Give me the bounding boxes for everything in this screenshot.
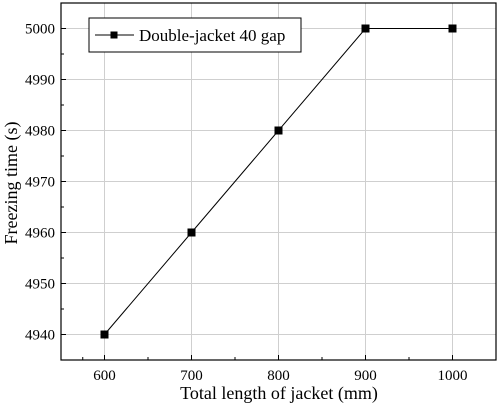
legend-label: Double-jacket 40 gap (139, 26, 285, 45)
y-axis-title: Freezing time (s) (1, 122, 22, 245)
y-tick-label: 4980 (25, 124, 55, 140)
grid-lines (61, 3, 496, 360)
data-point-marker (361, 24, 370, 33)
x-axis-title: Total length of jacket (mm) (180, 383, 378, 404)
data-point-marker (448, 24, 457, 33)
axis-ticks (61, 28, 453, 360)
data-point-marker (100, 330, 109, 339)
data-point-marker (187, 228, 196, 237)
y-tick-label: 4970 (25, 175, 55, 191)
y-tick-label: 5000 (25, 22, 55, 38)
x-tick-labels: 600 700 800 900 1000 (93, 368, 467, 384)
y-tick-label: 4990 (25, 73, 55, 89)
series-layer (100, 24, 457, 339)
x-tick-label: 700 (180, 368, 203, 384)
x-tick-label: 900 (354, 368, 377, 384)
y-tick-label: 4950 (25, 277, 55, 293)
x-tick-label: 800 (267, 368, 290, 384)
x-tick-label: 1000 (438, 368, 468, 384)
y-tick-label: 4960 (25, 226, 55, 242)
legend-marker-square (110, 31, 118, 39)
legend: Double-jacket 40 gap (88, 17, 302, 53)
x-tick-label: 600 (93, 368, 116, 384)
data-point-marker (274, 126, 283, 135)
y-tick-labels: 4940 4950 4960 4970 4980 4990 5000 (25, 22, 55, 344)
y-tick-label: 4940 (25, 328, 55, 344)
